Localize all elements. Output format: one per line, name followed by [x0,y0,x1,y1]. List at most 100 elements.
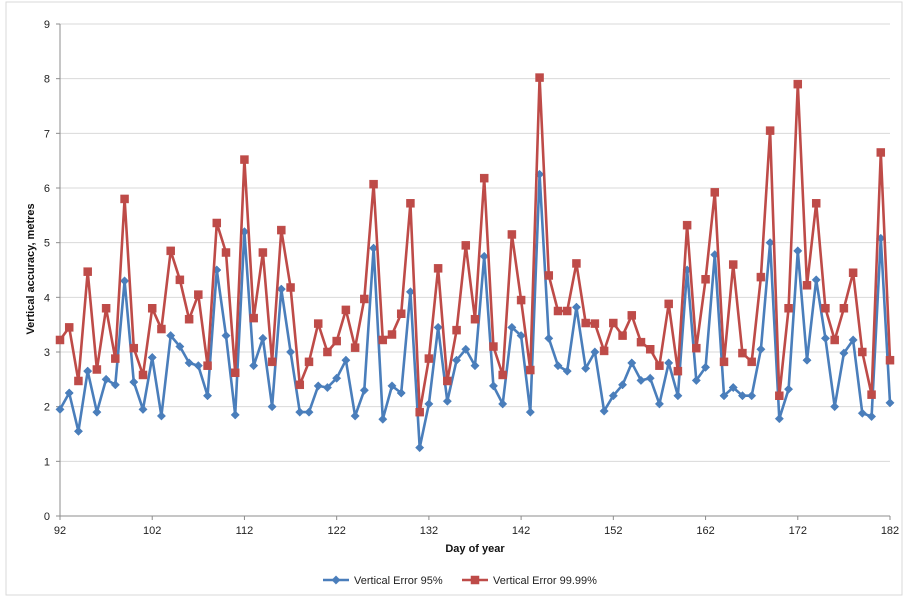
data-point [313,319,323,328]
data-point [479,251,489,261]
data-point [885,355,895,365]
data-point [572,259,581,268]
data-point [479,173,489,183]
data-point [110,380,120,390]
data-point [221,331,231,341]
y-tick-label: 3 [44,347,50,359]
data-point [830,335,839,345]
data-point [885,398,895,408]
data-point [867,411,877,422]
data-point [184,358,194,368]
y-tick-label: 9 [44,19,50,31]
data-point [341,355,351,365]
data-point [830,402,840,412]
data-point [360,294,369,304]
data-point [350,411,360,421]
data-point [839,304,849,313]
data-point [175,341,185,352]
data-point [83,267,92,276]
data-point [433,264,443,273]
data-point [728,260,738,269]
data-point [756,344,766,354]
data-point [147,304,157,313]
series-layer [55,73,895,453]
data-point [691,375,701,385]
data-point [313,381,323,391]
data-point [747,357,756,367]
data-point [350,343,360,352]
data-point [240,155,249,164]
data-point [664,358,674,368]
data-point [175,275,185,285]
legend-swatch-marker [331,575,341,585]
data-point [553,306,563,316]
data-point [774,414,784,424]
tick-labels: 0 1 2 3 4 5 6 7 8 9 92 102 112 122 132 142 152 162 172 182 [44,19,899,537]
data-point [811,199,821,208]
data-point [526,365,535,375]
data-point [424,354,434,363]
data-point [83,366,93,376]
data-point [525,407,535,417]
data-point [682,220,692,230]
axes [56,23,891,520]
y-tick-label: 8 [44,74,50,86]
data-point [129,377,139,387]
data-point [203,391,213,401]
data-point [369,179,378,189]
data-point [92,365,102,374]
legend-item: Vertical Error 99.99% [462,575,597,587]
data-point [387,381,397,391]
y-tick-label: 0 [44,511,50,523]
data-point [184,314,194,324]
data-point [323,347,332,357]
data-point [654,399,664,409]
data-point [461,241,471,250]
data-point [488,381,498,391]
y-tick-label: 6 [44,183,50,195]
legend-swatch-marker [470,575,480,585]
data-point [636,375,646,385]
data-point [64,323,74,332]
data-point [258,333,268,343]
data-point [544,271,554,280]
data-point [599,346,609,356]
y-tick-label: 7 [44,128,50,140]
data-point [581,363,591,373]
data-point [55,404,65,414]
data-point [553,361,563,371]
data-point [507,322,517,332]
data-point [443,376,452,386]
data-point [489,342,498,351]
data-point [322,382,332,393]
data-point [387,330,397,339]
data-point [193,361,203,371]
series-vertical-error-95 [55,169,895,453]
data-point [581,318,590,328]
data-point [258,248,268,257]
x-tick-label: 152 [604,525,622,537]
y-tick-label: 5 [44,238,50,250]
data-point [470,361,480,371]
x-tick-label: 182 [881,525,899,537]
data-point [618,380,628,390]
data-point [166,331,176,341]
x-tick-label: 112 [236,525,254,537]
data-point [452,355,462,365]
data-point [138,404,148,414]
y-axis-title: Vertical accuracy, metres [25,203,37,334]
x-tick-label: 172 [789,525,807,537]
data-point [618,331,627,340]
data-point [692,343,701,353]
data-point [101,304,111,313]
y-tick-label: 4 [44,292,50,304]
data-point [507,230,517,239]
data-point [194,290,203,299]
data-point [811,275,821,285]
series-vertical-error-9999 [55,73,895,417]
data-point [470,314,480,324]
data-point [433,322,443,332]
data-point [286,283,295,292]
data-point [701,362,711,372]
data-point [267,402,277,412]
